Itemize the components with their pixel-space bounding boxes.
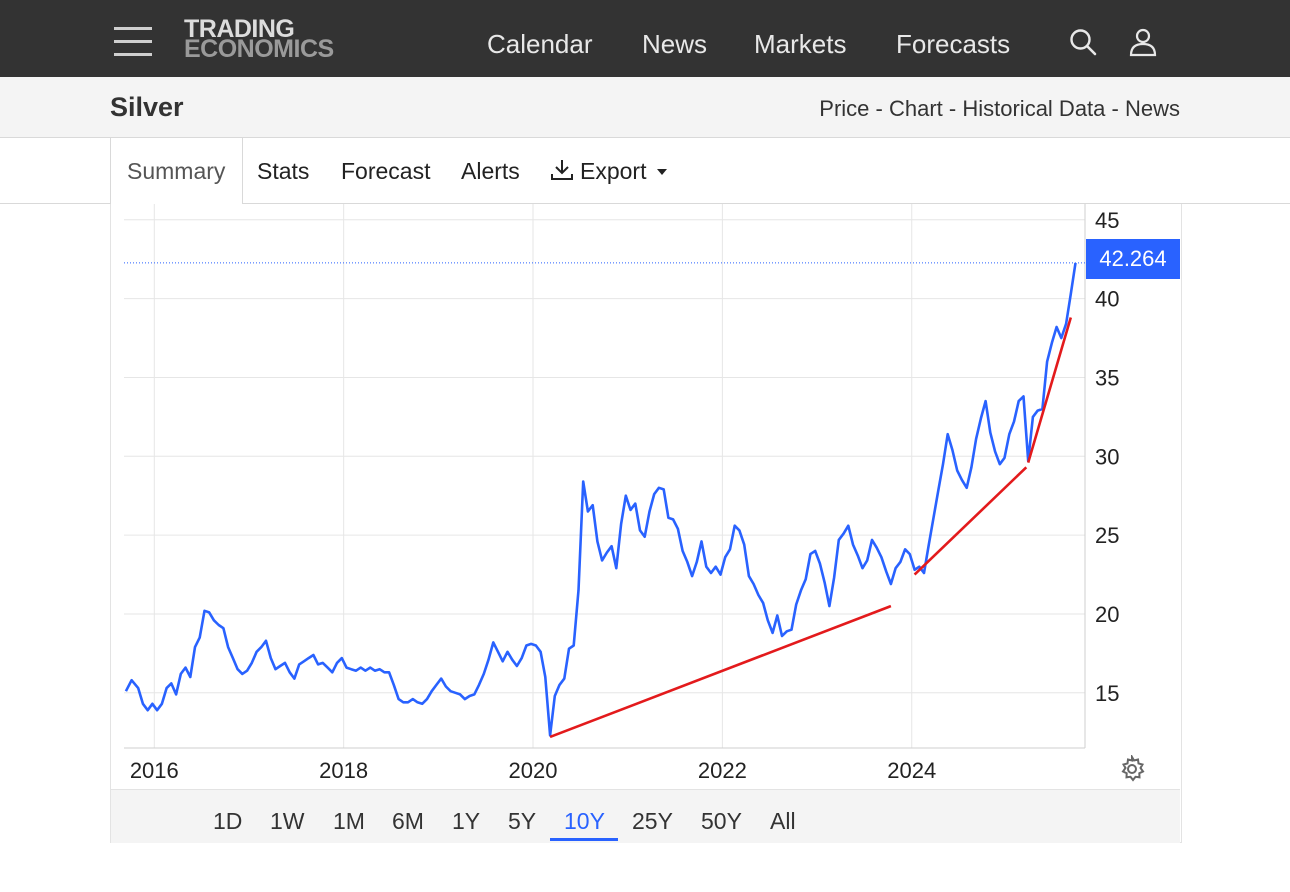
range-1y[interactable]: 1Y <box>452 808 481 834</box>
breadcrumb-separator: - <box>948 96 957 121</box>
breadcrumb-separator: - <box>1111 96 1119 121</box>
breadcrumb: Price - Chart - Historical Data - News <box>819 96 1180 122</box>
y-tick-label: 40 <box>1095 287 1119 312</box>
tab-summary[interactable]: Summary <box>127 158 226 184</box>
range-50y[interactable]: 50Y <box>701 808 742 834</box>
sub-header <box>0 77 1290 138</box>
tab-export[interactable]: Export <box>550 158 667 188</box>
hamburger-icon[interactable] <box>114 27 152 57</box>
x-tick-label: 2020 <box>509 758 558 783</box>
user-icon[interactable] <box>1128 27 1158 57</box>
breadcrumb-price[interactable]: Price <box>819 96 870 121</box>
x-tick-label: 2024 <box>887 758 936 783</box>
trendline <box>913 466 1028 576</box>
range-active-underline <box>550 838 618 841</box>
price-series-line <box>124 262 1077 737</box>
last-price-label: 42.264 <box>1086 239 1180 279</box>
range-1w[interactable]: 1W <box>270 808 305 834</box>
nav-news[interactable]: News <box>642 29 708 59</box>
range-all[interactable]: All <box>770 808 796 834</box>
top-navbar: TRADING ECONOMICS Calendar News Markets … <box>0 0 1290 77</box>
tab-forecast[interactable]: Forecast <box>341 158 431 184</box>
range-5y[interactable]: 5Y <box>508 808 537 834</box>
breadcrumb-separator: - <box>875 96 883 121</box>
y-tick-label: 15 <box>1095 681 1119 706</box>
export-label: Export <box>580 158 647 184</box>
y-tick-label: 20 <box>1095 602 1119 627</box>
range-1d[interactable]: 1D <box>213 808 243 834</box>
logo[interactable]: TRADING ECONOMICS <box>184 17 334 62</box>
range-selector <box>111 789 1180 843</box>
breadcrumb-historical-data[interactable]: Historical Data <box>962 96 1106 121</box>
breadcrumb-news[interactable]: News <box>1124 96 1180 121</box>
download-icon <box>550 158 574 188</box>
tab-summary-active-bg <box>110 138 243 204</box>
x-tick-label: 2018 <box>319 758 368 783</box>
trendline <box>1026 317 1073 463</box>
x-tick-label: 2022 <box>698 758 747 783</box>
y-tick-label: 25 <box>1095 523 1119 548</box>
nav-calendar[interactable]: Calendar <box>487 29 593 59</box>
nav-forecasts[interactable]: Forecasts <box>896 29 1011 59</box>
gear-icon[interactable] <box>1118 753 1146 783</box>
range-1m[interactable]: 1M <box>333 808 365 834</box>
search-icon[interactable] <box>1068 27 1098 57</box>
caret-down-icon <box>656 169 667 175</box>
trendline <box>549 604 892 739</box>
range-6m[interactable]: 6M <box>392 808 424 834</box>
logo-line-1: TRADING <box>184 15 295 43</box>
tab-alerts[interactable]: Alerts <box>461 158 520 184</box>
y-tick-label: 45 <box>1095 208 1119 233</box>
y-tick-label: 30 <box>1095 444 1119 469</box>
nav-markets[interactable]: Markets <box>754 29 847 59</box>
x-tick-label: 2016 <box>130 758 179 783</box>
range-10y[interactable]: 10Y <box>564 808 605 834</box>
y-tick-label: 35 <box>1095 365 1119 390</box>
range-25y[interactable]: 25Y <box>632 808 673 834</box>
tab-stats[interactable]: Stats <box>257 158 310 184</box>
breadcrumb-chart[interactable]: Chart <box>888 96 943 121</box>
logo-line-2: ECONOMICS <box>184 35 334 63</box>
page-title: Silver <box>110 92 184 122</box>
tabs-row <box>0 138 1290 204</box>
